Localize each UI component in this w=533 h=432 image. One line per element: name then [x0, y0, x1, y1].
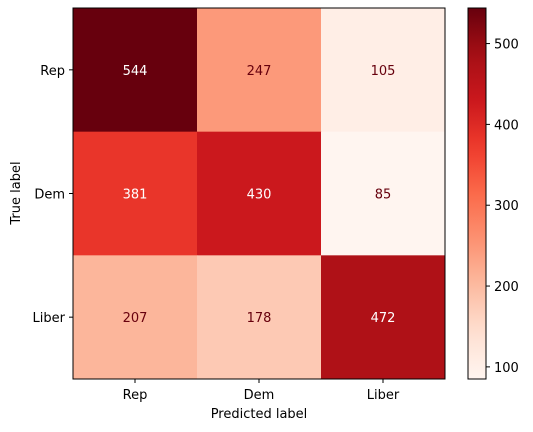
heatmap-cell [73, 131, 198, 256]
cell-value-label: 178 [247, 311, 272, 326]
cell-value-label: 472 [371, 311, 396, 326]
heatmap-cell [197, 131, 322, 256]
heatmap-cell [73, 255, 198, 380]
x-axis-label: Predicted label [211, 407, 308, 422]
y-axis-label: True label [9, 161, 24, 225]
heatmap-cell [321, 131, 446, 256]
y-tick-label: Rep [40, 64, 65, 79]
cell-value-label: 381 [123, 188, 148, 203]
x-axis: Rep Dem Liber [123, 379, 400, 403]
cell-value-label: 247 [247, 64, 272, 79]
y-tick-label: Liber [33, 311, 66, 326]
heatmap-cell [197, 8, 322, 133]
heatmap-cell [73, 8, 198, 133]
cell-value-label: 430 [247, 188, 272, 203]
colorbar-tick-label: 200 [494, 280, 519, 295]
cell-value-label: 207 [123, 311, 148, 326]
colorbar-tick-label: 500 [494, 38, 519, 53]
x-tick-label: Liber [367, 388, 400, 403]
cell-value-label: 105 [371, 64, 396, 79]
colorbar-tick-label: 300 [494, 199, 519, 214]
heatmap-cell [321, 8, 446, 133]
colorbar: 100 200 300 400 500 [467, 7, 519, 380]
cell-value-label: 544 [123, 64, 148, 79]
y-axis: Rep Dem Liber [33, 64, 73, 326]
heatmap-cells: 544 247 105 381 430 85 207 178 472 [73, 8, 446, 380]
heatmap-cell [197, 255, 322, 380]
colorbar-tick-label: 400 [494, 118, 519, 133]
colorbar-tick-label: 100 [494, 361, 519, 376]
y-tick-label: Dem [34, 188, 65, 203]
x-tick-label: Rep [123, 388, 148, 403]
cell-value-label: 85 [375, 188, 392, 203]
x-tick-label: Dem [244, 388, 275, 403]
colorbar-ticks: 100 200 300 400 500 [486, 38, 519, 376]
heatmap-cell [321, 255, 446, 380]
colorbar-gradient [467, 7, 487, 380]
